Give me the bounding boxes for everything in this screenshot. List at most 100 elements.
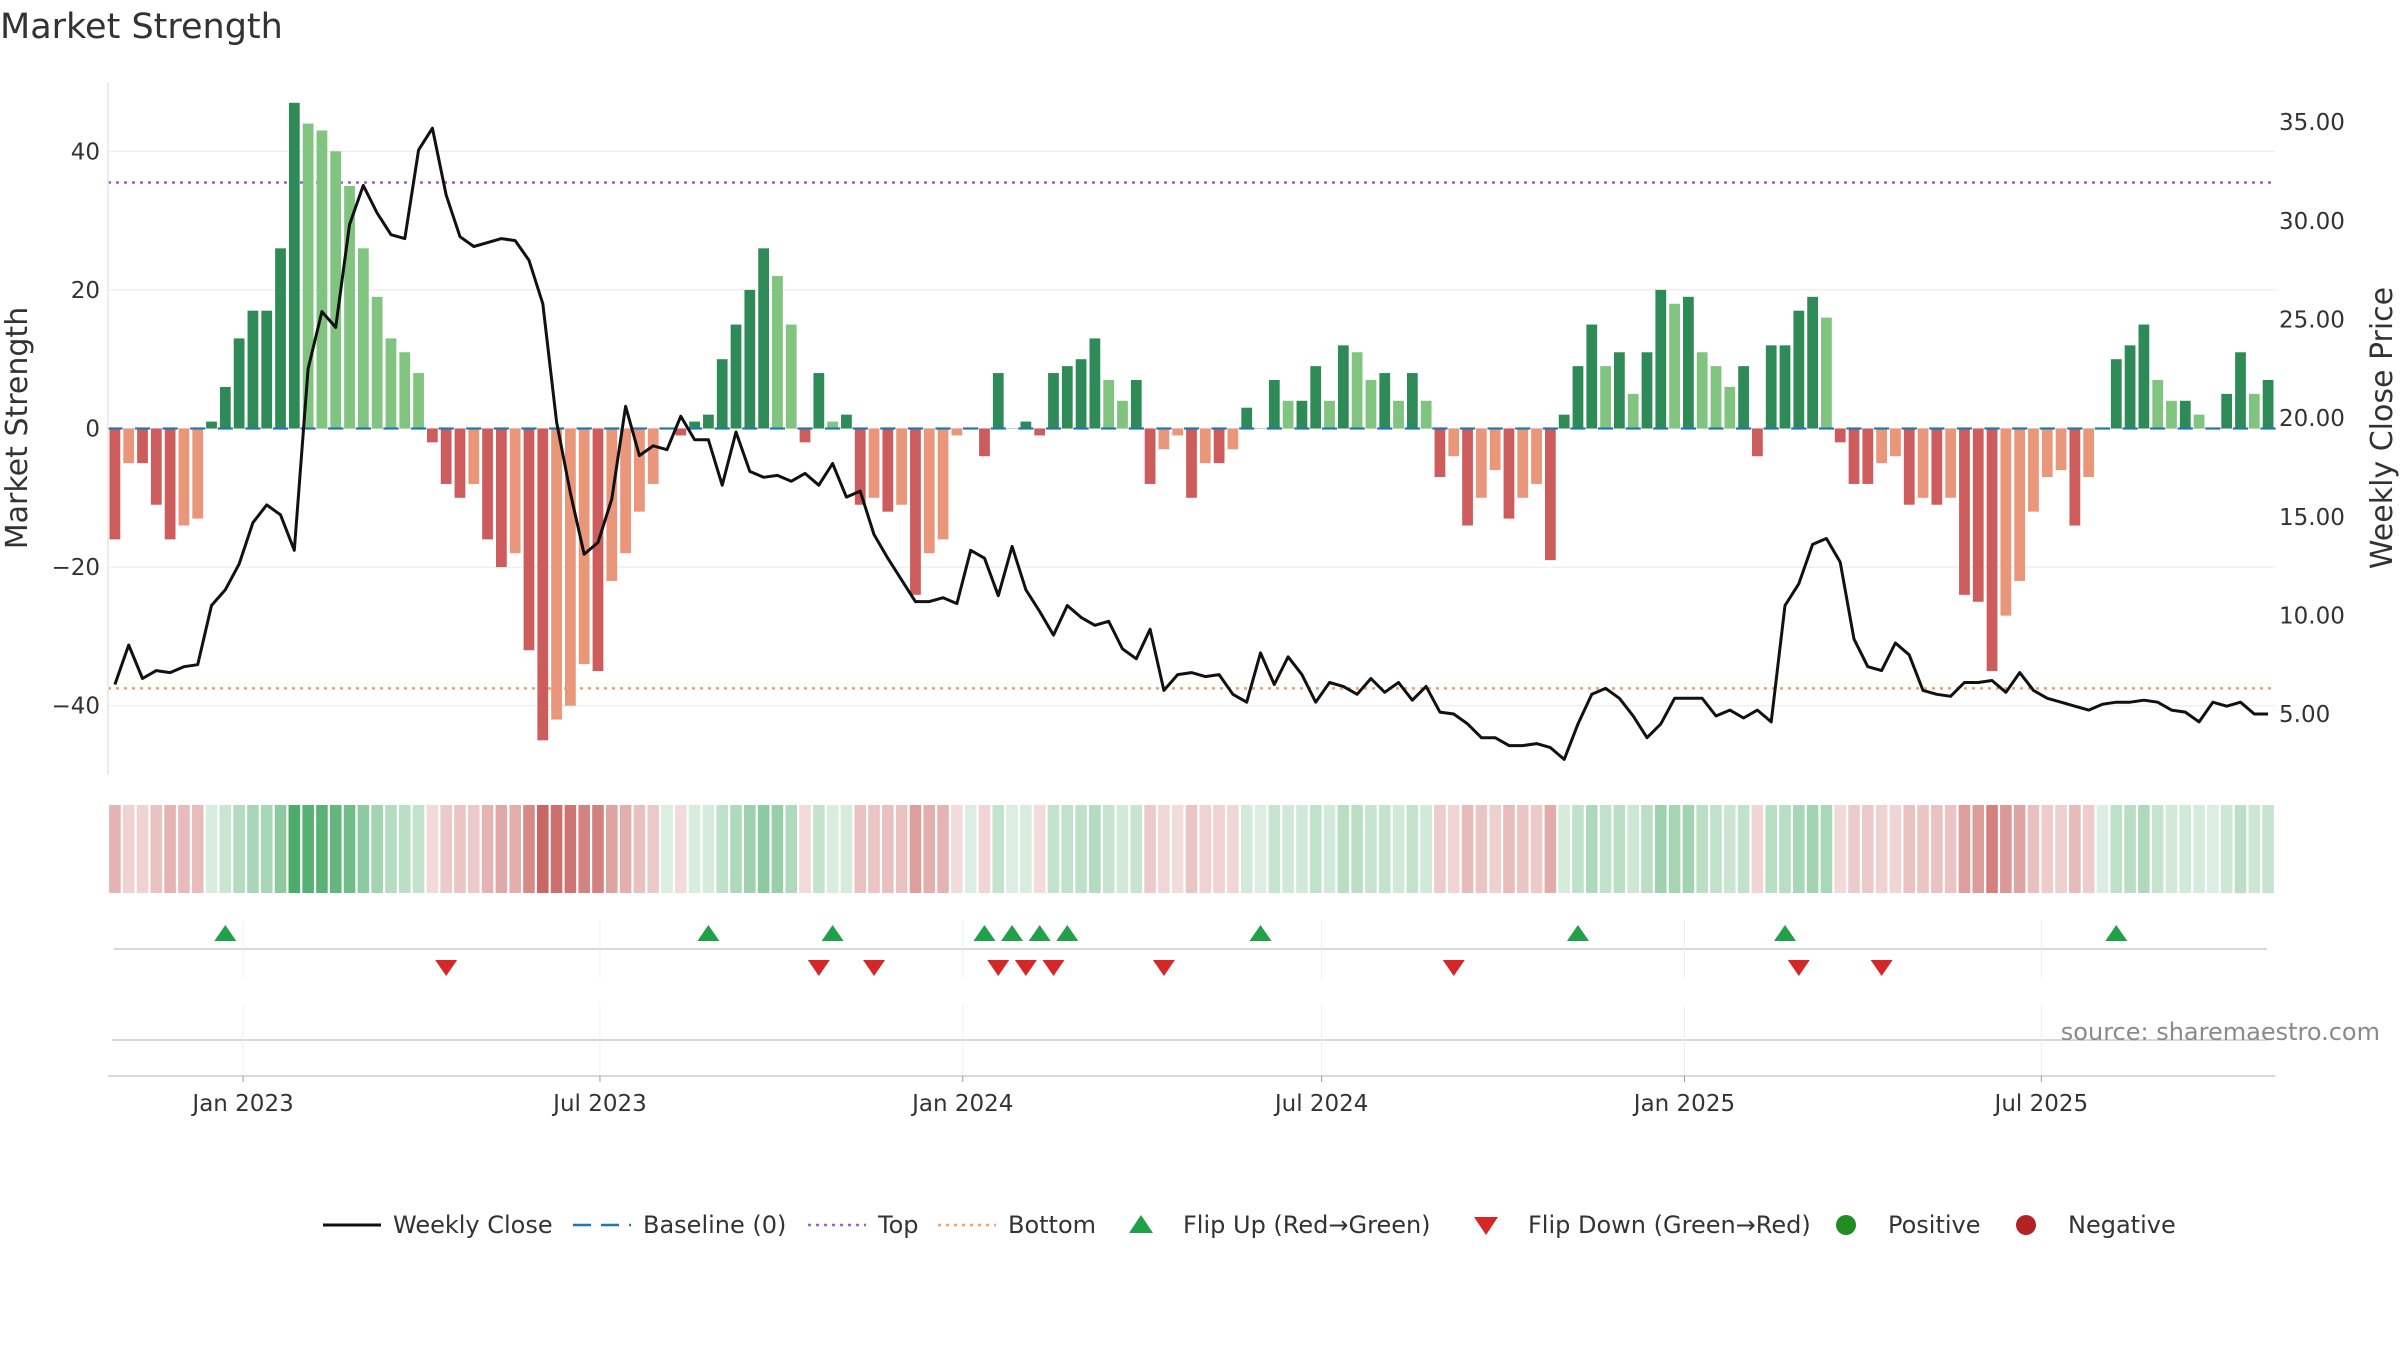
strength-bar <box>2193 414 2205 429</box>
x-tick-label: Jan 2023 <box>190 1091 293 1117</box>
strength-bar <box>302 123 314 429</box>
heat-strip-cell <box>2207 805 2219 893</box>
heat-strip-cell <box>164 805 176 893</box>
strength-bar <box>2248 393 2260 429</box>
strength-bar <box>1531 428 1542 484</box>
strength-bar <box>813 373 825 429</box>
x-tick-label: Jul 2023 <box>551 1091 647 1117</box>
flip-down-marker <box>1442 960 1465 976</box>
strength-bar <box>1186 428 1197 498</box>
strength-bar <box>385 338 397 429</box>
heat-strip-cell <box>882 805 894 893</box>
strength-bar <box>1903 428 1915 505</box>
heat-strip-cell <box>1530 805 1543 893</box>
heat-strip-cell <box>1475 805 1488 893</box>
strength-bar <box>2235 352 2246 429</box>
strength-bar <box>1586 324 1598 429</box>
heat-strip-cell <box>1323 805 1336 893</box>
heat-strip-cell <box>564 805 577 893</box>
right-y-axis: 5.00 10.00 15.00 20.00 25.00 30.00 35.00 <box>2279 110 2345 728</box>
heat-strip-cell <box>1544 805 1557 893</box>
heat-strip-cell <box>1061 805 1074 893</box>
strength-bar <box>551 428 562 720</box>
heat-strip-cell <box>1116 805 1129 893</box>
strength-bar <box>1158 428 1170 450</box>
heat-strip-cell <box>1089 805 1101 893</box>
flip-up-marker <box>697 925 720 941</box>
strength-bar <box>413 373 424 429</box>
x-axis: Jan 2023 Jul 2023 Jan 2024 Jul 2024 Jan 2025… <box>108 1075 2275 1117</box>
strength-bar <box>1862 428 1874 484</box>
y-axis-label: Market Strength <box>0 307 35 549</box>
strength-bar <box>2028 428 2039 512</box>
strength-bar <box>1890 428 1901 457</box>
heat-strip-cell <box>2234 805 2247 893</box>
heat-strip-cell <box>1944 805 1957 893</box>
strength-bar <box>1255 428 1266 429</box>
strength-bar <box>495 428 507 568</box>
y2-tick-label: 30.00 <box>2279 209 2345 235</box>
heat-strip-cell <box>1102 805 1115 893</box>
x-tick-label: Jul 2025 <box>1993 1091 2089 1117</box>
legend-item: Flip Up (Red→Green) <box>1129 1211 1431 1239</box>
strength-bar <box>1696 352 1708 429</box>
heat-strip-cell <box>178 805 190 893</box>
heat-strip-cell <box>730 805 742 893</box>
strength-bar <box>1558 414 1570 429</box>
heat-strip-cell <box>1406 805 1419 893</box>
heat-strip-cell <box>191 805 204 893</box>
heat-strip-cell <box>2013 805 2026 893</box>
heat-strip-cell <box>1958 805 1971 893</box>
heat-strip-cell <box>633 805 646 893</box>
y-tick-label: 20 <box>71 278 100 304</box>
strength-bar <box>1710 366 1722 429</box>
flip-down-marker <box>1870 960 1893 976</box>
strength-bar <box>316 130 328 429</box>
heat-strip-cell <box>426 805 439 893</box>
strength-bar <box>2166 400 2177 429</box>
strength-bar <box>992 373 1004 429</box>
heat-strip-cell <box>109 805 121 893</box>
heat-strip-cell <box>219 805 232 893</box>
heat-strip-cell <box>978 805 991 893</box>
heat-strip-cell <box>2262 805 2274 893</box>
strength-bar <box>1655 289 1667 429</box>
heat-strip-cell <box>799 805 811 893</box>
heat-strip-cell <box>536 805 549 893</box>
legend-item: Weekly Close <box>323 1211 553 1239</box>
heat-strip-cell <box>1889 805 1902 893</box>
strength-bar <box>937 428 949 540</box>
heat-strip-cell <box>1765 805 1778 893</box>
heat-strip-cell <box>1351 805 1363 893</box>
strength-bars <box>109 102 2274 741</box>
heat-strip-cell <box>2027 805 2040 893</box>
strength-bar <box>1006 428 1018 429</box>
x-tick-label: Jan 2025 <box>1632 1091 1735 1117</box>
flip-up-marker <box>1028 925 1051 941</box>
strength-bar <box>1324 400 1335 429</box>
heat-strip-cell <box>1972 805 1985 893</box>
heat-strip-cell <box>854 805 867 893</box>
heat-strip-cell <box>1793 805 1805 893</box>
heat-strip-cell <box>1227 805 1239 893</box>
heat-strip-cell <box>1337 805 1350 893</box>
strength-bar <box>2152 379 2164 429</box>
strength-bar <box>1351 352 1363 429</box>
heat-strip-cell <box>1130 805 1143 893</box>
strength-bar <box>620 428 631 554</box>
heat-strip-cell <box>2082 805 2095 893</box>
strength-bar <box>675 428 687 436</box>
heat-strip-cell <box>357 805 370 893</box>
heat-strip-cell <box>1599 805 1612 893</box>
strength-bar <box>344 185 355 429</box>
heat-strip-cell <box>1378 805 1391 893</box>
source-label: source: sharemaestro.com <box>2061 1018 2380 1046</box>
strength-bar <box>1876 428 1888 464</box>
heat-strip-cell <box>1779 805 1791 893</box>
strength-bar <box>2124 345 2136 429</box>
strength-bar <box>1752 428 1763 457</box>
flip-down-marker <box>807 960 830 976</box>
legend-item: Baseline (0) <box>573 1211 786 1239</box>
heat-strip-cell <box>1171 805 1184 893</box>
strength-bar <box>275 248 286 429</box>
